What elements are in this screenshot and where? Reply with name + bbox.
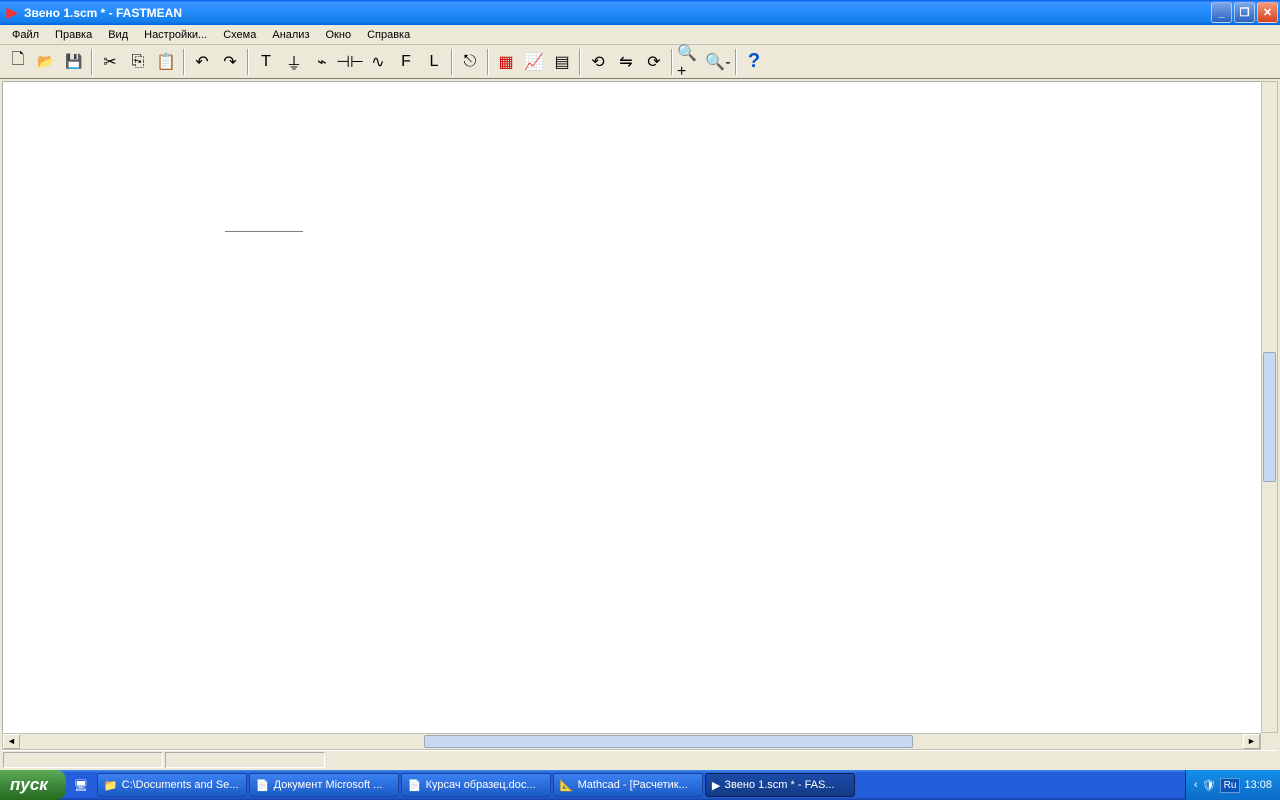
windows-taskbar: пуск 🖥 📁C:\Documents and Se...📄Документ … (0, 770, 1280, 800)
table-icon[interactable]: ▤ (548, 48, 576, 76)
taskbar-item[interactable]: 📐Mathcad - [Расчетик... (553, 773, 703, 797)
open-file-icon[interactable]: 📂 (32, 48, 60, 76)
save-file-icon[interactable]: 💾 (60, 48, 88, 76)
taskbar-item[interactable]: 📄Курсач образец.doc... (401, 773, 551, 797)
resistor-icon[interactable]: ⌁ (308, 48, 336, 76)
schematic-canvas[interactable]: R1R2R3R4R5R6R7C1C2−+ОУ1−+ОУ2+−ОУ3 (2, 81, 1261, 733)
menu-item[interactable]: Схема (215, 27, 264, 43)
cut-icon[interactable]: ✂ (96, 48, 124, 76)
system-tray: ‹ 🛡 Ru 13:08 (1185, 770, 1280, 800)
menu-item[interactable]: Настройки... (136, 27, 215, 43)
vertical-scrollbar[interactable] (1261, 81, 1278, 733)
ground-icon[interactable]: ⏚ (280, 48, 308, 76)
close-button[interactable]: ✕ (1257, 2, 1278, 23)
toolbar: 🗋📂💾 ✂⎘📋 ↶↷ T⏚⌁⊣⊢∿FL ⎋ ▦📈▤ ⟲⇋⟳ 🔍+🔍-? (0, 45, 1280, 79)
paste-icon[interactable]: 📋 (152, 48, 180, 76)
clock: 13:08 (1244, 779, 1272, 791)
inductor-icon[interactable]: ∿ (364, 48, 392, 76)
taskbar-item[interactable]: 📁C:\Documents and Se... (97, 773, 247, 797)
text-tool-icon[interactable]: T (252, 48, 280, 76)
maximize-button[interactable]: ❐ (1234, 2, 1255, 23)
app-icon: ▶ (4, 5, 20, 21)
mirror-icon[interactable]: ⇋ (612, 48, 640, 76)
rotate-left-icon[interactable]: ⟲ (584, 48, 612, 76)
workspace: R1R2R3R4R5R6R7C1C2−+ОУ1−+ОУ2+−ОУ3 ◄ ► (0, 79, 1280, 770)
chart-red-icon[interactable]: ▦ (492, 48, 520, 76)
rotate-right-icon[interactable]: ⟳ (640, 48, 668, 76)
zoom-in-icon[interactable]: 🔍+ (676, 48, 704, 76)
l-block-icon[interactable]: L (420, 48, 448, 76)
new-file-icon[interactable]: 🗋 (4, 48, 32, 76)
copy-icon[interactable]: ⎘ (124, 48, 152, 76)
capacitor-icon[interactable]: ⊣⊢ (336, 48, 364, 76)
tray-icon[interactable]: 🛡 (1202, 779, 1216, 792)
circuit-diagram: R1R2R3R4R5R6R7C1C2−+ОУ1−+ОУ2+−ОУ3 (3, 82, 303, 232)
menu-item[interactable]: Анализ (264, 27, 317, 43)
probe-icon[interactable]: ⎋ (456, 48, 484, 76)
menu-item[interactable]: Вид (100, 27, 136, 43)
window-title: Звено 1.scm * - FASTMEAN (24, 6, 1211, 20)
menu-item[interactable]: Файл (4, 27, 47, 43)
minimize-button[interactable]: _ (1211, 2, 1232, 23)
taskbar-item[interactable]: ▶Звено 1.scm * - FAS... (705, 773, 855, 797)
horizontal-scrollbar[interactable]: ◄ ► (2, 733, 1261, 750)
show-desktop-icon[interactable]: 🖥 (70, 779, 92, 792)
menu-item[interactable]: Справка (359, 27, 418, 43)
scroll-right-button[interactable]: ► (1243, 734, 1260, 749)
status-bar (2, 750, 1278, 768)
language-indicator[interactable]: Ru (1220, 778, 1241, 793)
menu-item[interactable]: Окно (318, 27, 360, 43)
chart-line-icon[interactable]: 📈 (520, 48, 548, 76)
start-button[interactable]: пуск (0, 770, 66, 800)
title-bar: ▶ Звено 1.scm * - FASTMEAN _ ❐ ✕ (0, 0, 1280, 25)
help-icon[interactable]: ? (740, 48, 768, 76)
redo-icon[interactable]: ↷ (216, 48, 244, 76)
zoom-out-icon[interactable]: 🔍- (704, 48, 732, 76)
taskbar-item[interactable]: 📄Документ Microsoft ... (249, 773, 399, 797)
f-block-icon[interactable]: F (392, 48, 420, 76)
scroll-left-button[interactable]: ◄ (3, 734, 20, 749)
menu-bar: ФайлПравкаВидНастройки...СхемаАнализОкно… (0, 25, 1280, 45)
undo-icon[interactable]: ↶ (188, 48, 216, 76)
menu-item[interactable]: Правка (47, 27, 100, 43)
tray-icon[interactable]: ‹ (1194, 779, 1198, 791)
